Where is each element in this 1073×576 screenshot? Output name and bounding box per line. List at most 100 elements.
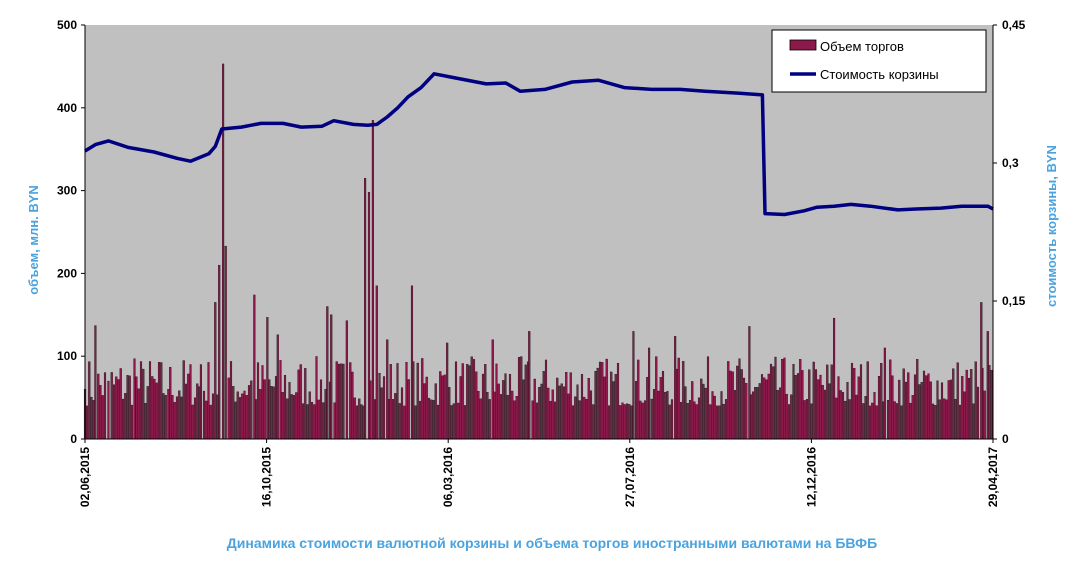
volume-bar-peak [222, 63, 225, 440]
volume-bar [153, 378, 156, 440]
volume-bar [160, 362, 163, 440]
volume-bar [378, 373, 381, 440]
volume-bar [857, 376, 860, 440]
volume-bar [427, 397, 431, 440]
volume-bar [621, 402, 624, 440]
volume-bar [682, 361, 685, 440]
volume-bar [135, 376, 138, 440]
volume-bar [504, 373, 507, 440]
volume-bar [952, 368, 955, 440]
volume-bar [477, 390, 480, 440]
volume-bar [785, 393, 788, 440]
volume-bar [787, 404, 791, 440]
volume-bar [319, 379, 323, 440]
volume-bar [569, 372, 572, 440]
x-tick-label: 02,06,2015 [78, 447, 92, 507]
volume-bar [862, 403, 865, 440]
volume-bar [517, 357, 521, 440]
volume-bar [182, 360, 185, 440]
volume-bar [452, 403, 455, 440]
volume-bar [652, 389, 656, 440]
volume-bar [124, 393, 127, 440]
volume-bar [956, 362, 959, 440]
volume-bar [661, 370, 665, 440]
volume-bar [117, 379, 120, 440]
legend-label-volume: Объем торгов [820, 39, 904, 54]
volume-bar [616, 362, 620, 440]
volume-bar [229, 361, 233, 440]
volume-bar [162, 393, 165, 440]
volume-bar [234, 401, 237, 440]
volume-bar [583, 396, 586, 440]
volume-bar-peak [224, 245, 227, 440]
volume-bar-peak [367, 192, 371, 440]
volume-bar [808, 369, 811, 440]
volume-bar [247, 385, 251, 440]
volume-bar [706, 356, 710, 440]
volume-bar-peak [446, 342, 449, 440]
volume-bar [488, 399, 491, 440]
volume-bar [259, 389, 262, 440]
volume-bar [697, 397, 701, 440]
volume-bar [184, 383, 188, 440]
volume-bar [157, 362, 161, 440]
volume-bar [596, 367, 599, 440]
x-tick-label: 16,10,2015 [260, 447, 274, 507]
volume-bar [461, 363, 464, 440]
volume-bar [434, 383, 437, 440]
volume-bar [232, 386, 235, 440]
volume-bar [720, 391, 723, 440]
x-tick-label: 06,03,2016 [441, 447, 455, 507]
volume-bar [740, 369, 743, 440]
volume-bar [290, 394, 293, 440]
volume-bar [929, 381, 932, 440]
volume-bar [846, 382, 849, 440]
volume-bar [893, 401, 896, 440]
volume-bar [110, 372, 113, 440]
volume-bar [558, 385, 561, 440]
volume-bar [151, 376, 154, 440]
volume-bar [900, 405, 903, 440]
volume-bar [457, 402, 460, 440]
volume-bar [990, 369, 993, 440]
volume-bar [745, 382, 748, 440]
volume-bar [729, 370, 732, 440]
volume-bar [724, 399, 728, 440]
volume-bar [931, 403, 935, 440]
volume-bar [605, 358, 608, 440]
volume-bar [911, 395, 914, 440]
volume-bar [677, 357, 680, 440]
volume-bar [781, 358, 784, 440]
volume-bar [916, 359, 919, 440]
volume-bar [443, 374, 446, 440]
volume-bar [112, 384, 116, 440]
volume-bar [459, 376, 462, 440]
volume-bar [812, 361, 815, 440]
volume-bar [335, 361, 338, 440]
y-tick-label-left: 0 [70, 432, 77, 446]
volume-bar [85, 405, 89, 440]
volume-bar [713, 395, 716, 440]
volume-bar [99, 385, 102, 440]
volume-bar [574, 396, 577, 440]
volume-bar-peak [371, 120, 374, 440]
volume-bar [576, 384, 579, 440]
volume-bar [835, 397, 838, 440]
volume-bar [373, 399, 377, 440]
volume-bar [454, 361, 458, 440]
volume-bar [394, 393, 397, 440]
volume-bar [243, 390, 246, 440]
volume-bar [751, 391, 755, 440]
volume-bar [760, 374, 764, 440]
volume-bar [472, 359, 476, 440]
volume-bar [416, 362, 419, 440]
volume-bar [628, 404, 631, 440]
volume-bar [450, 405, 453, 440]
volume-bar [315, 356, 318, 440]
chart-caption: Динамика стоимости валютной корзины и об… [227, 535, 877, 551]
volume-bar [310, 402, 314, 440]
volume-bar [972, 403, 975, 440]
volume-bar [211, 393, 215, 440]
volume-bar [814, 369, 818, 440]
